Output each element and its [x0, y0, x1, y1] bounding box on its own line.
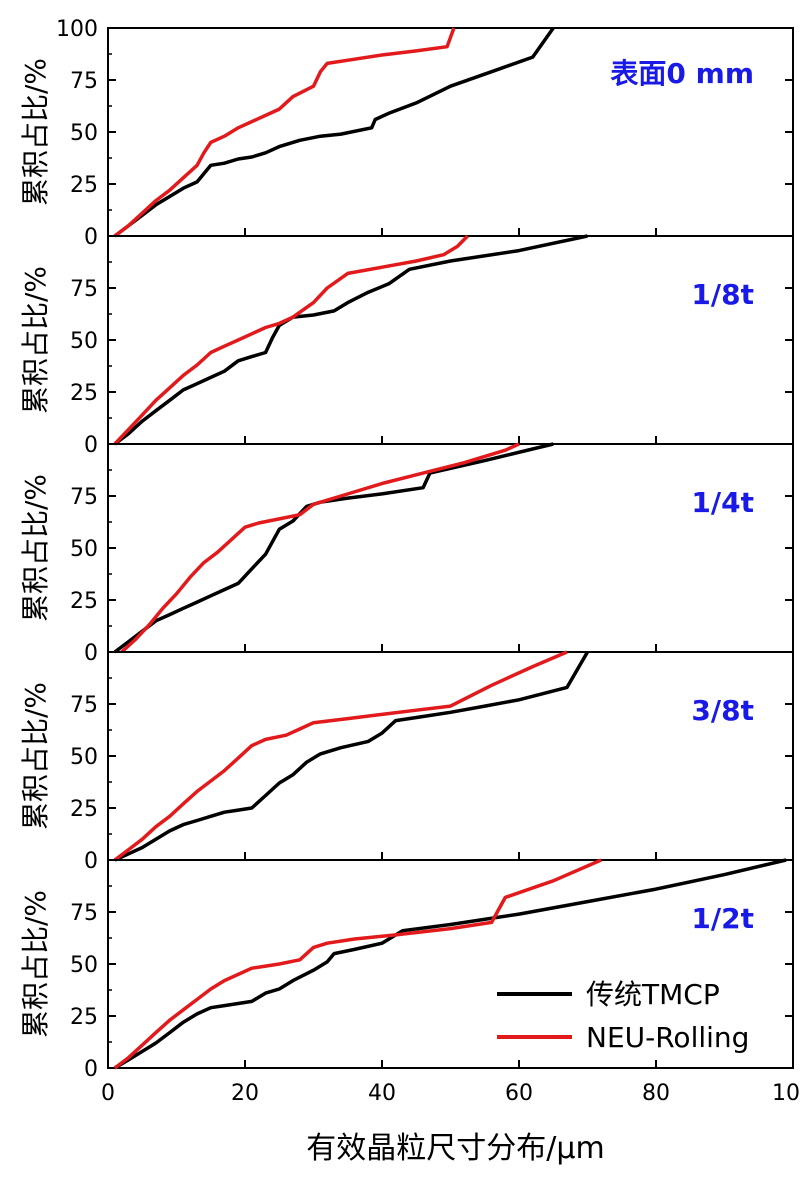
y-tick-label: 50: [70, 537, 98, 562]
x-tick-label: 20: [231, 1081, 259, 1106]
legend-label: NEU-Rolling: [586, 1021, 749, 1054]
y-tick-label: 100: [56, 17, 98, 42]
series-line-tmcp: [113, 442, 554, 654]
y-tick-label: 25: [70, 589, 98, 614]
y-axis-label: 累积占比/%: [19, 266, 52, 414]
x-tick-label: 100: [772, 1081, 800, 1106]
x-tick-label: 60: [505, 1081, 533, 1106]
legend-label: 传统TMCP: [586, 978, 720, 1011]
series-line-tmcp: [113, 858, 787, 1070]
series-line-tmcp: [113, 26, 555, 238]
series-line-neu-rolling: [113, 858, 602, 1070]
y-tick-label: 75: [70, 485, 98, 510]
y-tick-label: 50: [70, 953, 98, 978]
x-axis-label: 有效晶粒尺寸分布/μm: [306, 1131, 604, 1166]
y-tick-label: 0: [84, 433, 98, 458]
y-tick-label: 50: [70, 329, 98, 354]
y-tick-label: 25: [70, 381, 98, 406]
y-tick-label: 75: [70, 69, 98, 94]
y-tick-label: 25: [70, 173, 98, 198]
series-line-neu-rolling: [113, 650, 568, 862]
x-tick-label: 40: [368, 1081, 396, 1106]
y-tick-label: 75: [70, 901, 98, 926]
series-line-tmcp: [114, 651, 590, 862]
y-tick-label: 0: [84, 225, 98, 250]
series-line-neu-rolling: [113, 27, 456, 238]
panel-label: 表面0 mm: [610, 57, 754, 90]
y-axis-label: 累积占比/%: [19, 58, 52, 206]
panel-frame: [107, 651, 794, 861]
y-tick-label: 75: [70, 277, 98, 302]
panel-label: 1/4t: [691, 486, 754, 519]
y-tick-label: 0: [84, 641, 98, 666]
panel-label: 1/8t: [691, 278, 754, 311]
y-axis-label: 累积占比/%: [19, 474, 52, 622]
y-tick-label: 25: [70, 1005, 98, 1030]
y-tick-label: 50: [70, 745, 98, 770]
y-axis-label: 累积占比/%: [19, 890, 52, 1038]
panel-frame: [107, 235, 794, 445]
x-tick-label: 80: [642, 1081, 670, 1106]
panel-label: 1/2t: [691, 902, 754, 935]
y-axis-label: 累积占比/%: [19, 682, 52, 830]
series-line-neu-rolling: [120, 442, 520, 654]
series-line-neu-rolling: [113, 234, 469, 446]
panel-frame: [107, 443, 794, 653]
y-tick-label: 75: [70, 693, 98, 718]
x-tick-label: 0: [101, 1081, 115, 1106]
y-tick-label: 50: [70, 121, 98, 146]
y-tick-label: 0: [84, 1057, 98, 1082]
series-line-tmcp: [113, 234, 588, 446]
panel-label: 3/8t: [691, 694, 754, 727]
y-tick-label: 25: [70, 797, 98, 822]
y-tick-label: 0: [84, 849, 98, 874]
